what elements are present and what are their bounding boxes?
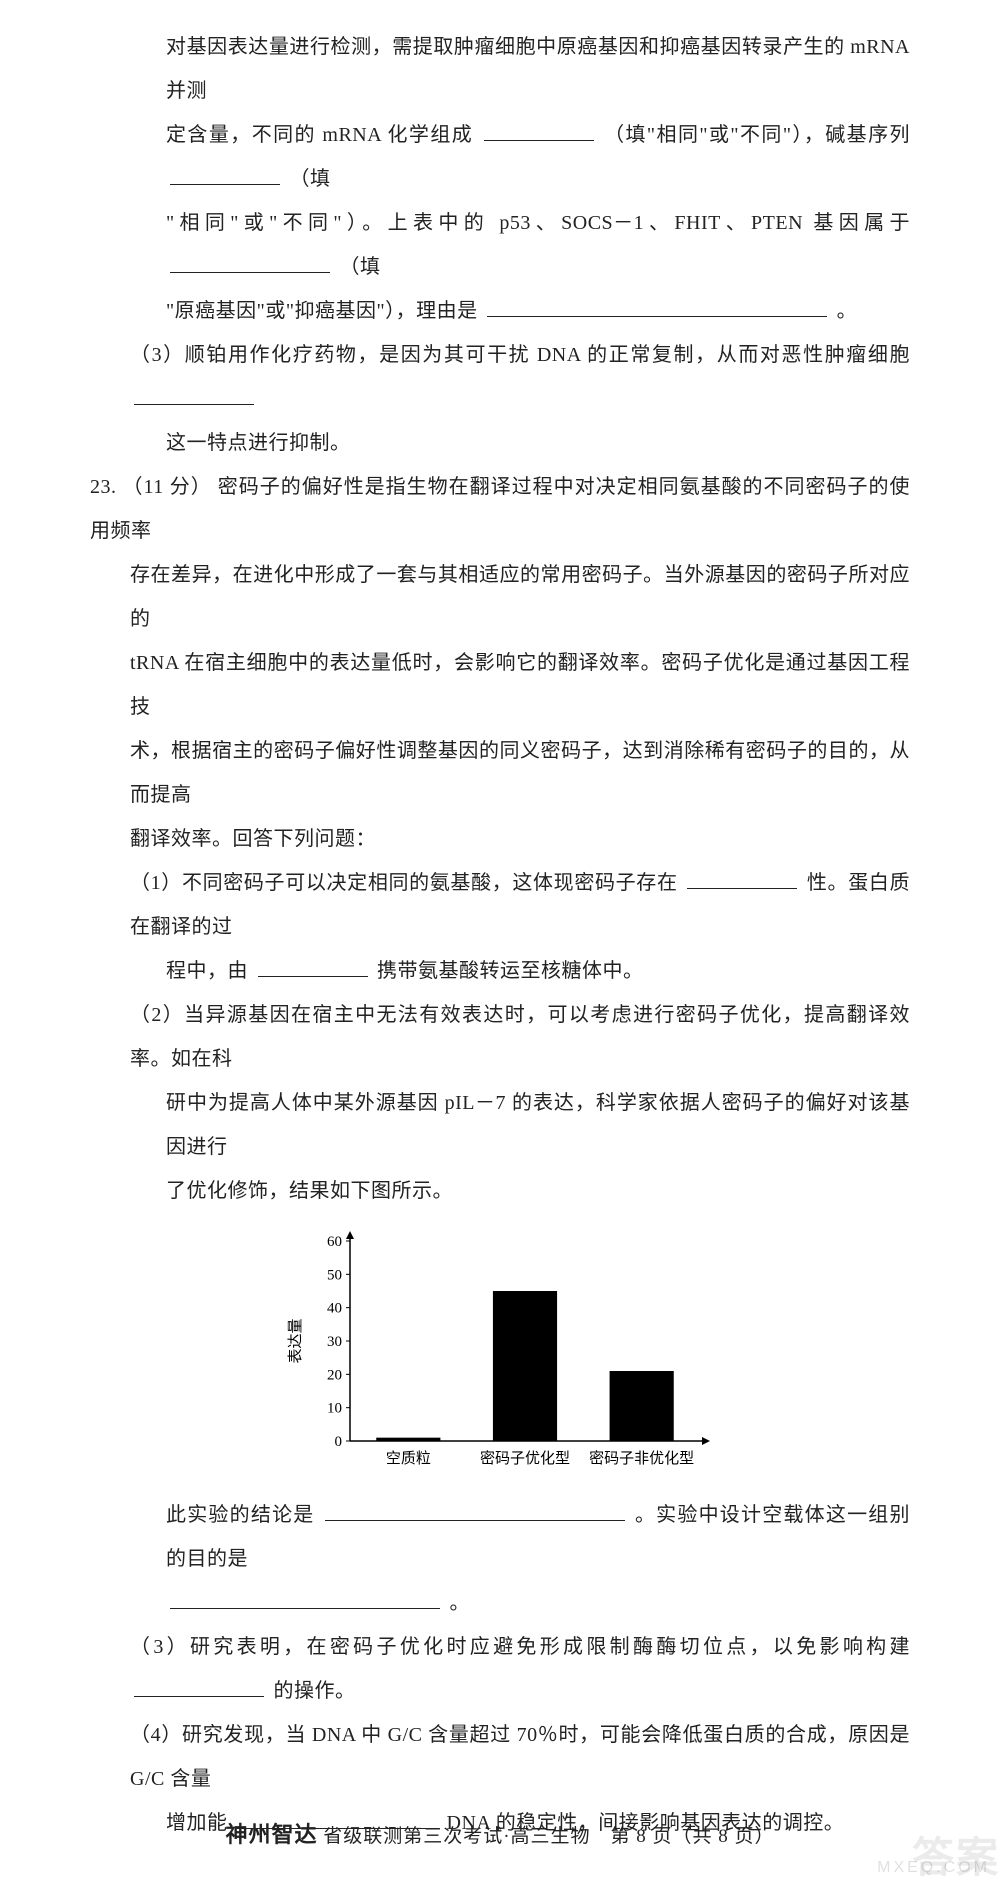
text: （填: [290, 168, 331, 190]
exam-page: 对基因表达量进行检测，需提取肿瘤细胞中原癌基因和抑癌基因转录产生的 mRNA 并…: [0, 0, 1000, 1885]
q22-cont-line2: 定含量，不同的 mRNA 化学组成 （填"相同"或"不同"），碱基序列 （填: [90, 113, 910, 201]
q23-part2-line1: （2）当异源基因在宿主中无法有效表达时，可以考虑进行密码子优化，提高翻译效率。如…: [90, 993, 910, 1081]
q23-part4-line1: （4）研究发现，当 DNA 中 G/C 含量超过 70％时，可能会降低蛋白质的合…: [90, 1713, 910, 1801]
text: 程中，由: [166, 960, 248, 982]
svg-text:密码子非优化型: 密码子非优化型: [589, 1450, 694, 1467]
text: 密码子的偏好性是指生物在翻译过程中对决定相同氨基酸的不同密码子的使用频率: [90, 476, 910, 542]
question-number: 23.: [90, 476, 117, 498]
text: 研中为提高人体中某外源基因 pIL－7 的表达，科学家依据人密码子的偏好对该基因…: [166, 1092, 910, 1158]
text: 。: [837, 300, 858, 322]
svg-text:60: 60: [327, 1234, 342, 1250]
footer-text: 省级联测第三次考试·高三生物 第 8 页（共 8 页）: [323, 1826, 774, 1847]
text: （1）不同密码子可以决定相同的氨基酸，这体现密码子存在: [130, 872, 678, 894]
watermark-small: MXEQ.COM: [877, 1859, 990, 1877]
text: 此实验的结论是: [166, 1504, 315, 1526]
svg-text:密码子优化型: 密码子优化型: [480, 1450, 570, 1467]
q23-part2-line3: 了优化修饰，结果如下图所示。: [90, 1169, 910, 1213]
text: 了优化修饰，结果如下图所示。: [166, 1180, 453, 1202]
text: "相同"或"不同"）。上表中的 p53、SOCS－1、FHIT、PTEN 基因属…: [166, 212, 910, 234]
svg-text:空质粒: 空质粒: [386, 1450, 431, 1467]
q23-part3: （3）研究表明，在密码子优化时应避免形成限制酶酶切位点，以免影响构建 的操作。: [90, 1625, 910, 1713]
text: 。: [450, 1592, 471, 1614]
q23-part2-purpose: 。: [90, 1581, 910, 1625]
blank: [170, 1588, 440, 1609]
q22-cont-line3: "相同"或"不同"）。上表中的 p53、SOCS－1、FHIT、PTEN 基因属…: [90, 201, 910, 289]
q23-part2-line2: 研中为提高人体中某外源基因 pIL－7 的表达，科学家依据人密码子的偏好对该基因…: [90, 1081, 910, 1169]
svg-text:50: 50: [327, 1267, 342, 1283]
blank: [687, 868, 797, 889]
svg-text:10: 10: [327, 1401, 342, 1417]
q23-part2-conclusion: 此实验的结论是 。实验中设计空载体这一组别的目的是: [90, 1493, 910, 1581]
text: 携带氨基酸转运至核糖体中。: [377, 960, 644, 982]
text: 术，根据宿主的密码子偏好性调整基因的同义密码子，达到消除稀有密码子的目的，从而提…: [130, 740, 910, 806]
text: 定含量，不同的 mRNA 化学组成: [166, 124, 473, 146]
q22-cont-line1: 对基因表达量进行检测，需提取肿瘤细胞中原癌基因和抑癌基因转录产生的 mRNA 并…: [90, 25, 910, 113]
svg-text:表达量: 表达量: [287, 1318, 304, 1363]
svg-text:40: 40: [327, 1301, 342, 1317]
blank: [134, 1676, 264, 1697]
text: 翻译效率。回答下列问题：: [130, 828, 376, 850]
brand: 神州智达: [225, 1822, 317, 1847]
blank: [134, 384, 254, 405]
q23-intro-line1: 23. （11 分） 密码子的偏好性是指生物在翻译过程中对决定相同氨基酸的不同密…: [90, 465, 910, 553]
blank: [258, 956, 368, 977]
q22-cont-line4: "原癌基因"或"抑癌基因"），理由是 。: [90, 289, 910, 333]
svg-text:20: 20: [327, 1367, 342, 1383]
text: （4）研究发现，当 DNA 中 G/C 含量超过 70％时，可能会降低蛋白质的合…: [130, 1724, 910, 1790]
blank: [170, 164, 280, 185]
svg-text:0: 0: [335, 1434, 343, 1450]
svg-text:30: 30: [327, 1334, 342, 1350]
q23-intro-line5: 翻译效率。回答下列问题：: [90, 817, 910, 861]
q23-intro-line3: tRNA 在宿主细胞中的表达量低时，会影响它的翻译效率。密码子优化是通过基因工程…: [90, 641, 910, 729]
blank: [170, 252, 330, 273]
blank: [487, 296, 827, 317]
text: （填"相同"或"不同"），碱基序列: [604, 124, 910, 146]
blank: [484, 120, 594, 141]
page-footer: 神州智达 省级联测第三次考试·高三生物 第 8 页（共 8 页）: [0, 1817, 1000, 1849]
q23-part1-line2: 程中，由 携带氨基酸转运至核糖体中。: [90, 949, 910, 993]
q22-part3-line1: （3）顺铂用作化疗药物，是因为其可干扰 DNA 的正常复制，从而对恶性肿瘤细胞: [90, 333, 910, 421]
chart-svg: 0 10 20 30 40 50 60 表达量空质粒 密码子优化型 密码子非优化型: [270, 1231, 730, 1481]
text: 的操作。: [274, 1680, 356, 1702]
expression-bar-chart: 0 10 20 30 40 50 60 表达量空质粒 密码子优化型 密码子非优化型: [90, 1231, 910, 1481]
text: tRNA 在宿主细胞中的表达量低时，会影响它的翻译效率。密码子优化是通过基因工程…: [130, 652, 910, 718]
text: （填: [340, 256, 381, 278]
q23-intro-line2: 存在差异，在进化中形成了一套与其相适应的常用密码子。当外源基因的密码子所对应的: [90, 553, 910, 641]
text: 对基因表达量进行检测，需提取肿瘤细胞中原癌基因和抑癌基因转录产生的 mRNA 并…: [166, 36, 910, 102]
text: "原癌基因"或"抑癌基因"），理由是: [166, 300, 478, 322]
text: （2）当异源基因在宿主中无法有效表达时，可以考虑进行密码子优化，提高翻译效率。如…: [130, 1004, 910, 1070]
q22-part3-line2: 这一特点进行抑制。: [90, 421, 910, 465]
blank: [325, 1500, 625, 1521]
q23-part1-line1: （1）不同密码子可以决定相同的氨基酸，这体现密码子存在 性。蛋白质在翻译的过: [90, 861, 910, 949]
q23-intro-line4: 术，根据宿主的密码子偏好性调整基因的同义密码子，达到消除稀有密码子的目的，从而提…: [90, 729, 910, 817]
text: 存在差异，在进化中形成了一套与其相适应的常用密码子。当外源基因的密码子所对应的: [130, 564, 910, 630]
score: （11 分）: [123, 476, 212, 498]
text: （3）研究表明，在密码子优化时应避免形成限制酶酶切位点，以免影响构建: [130, 1636, 910, 1658]
text: （3）顺铂用作化疗药物，是因为其可干扰 DNA 的正常复制，从而对恶性肿瘤细胞: [130, 344, 910, 366]
text: 这一特点进行抑制。: [166, 432, 351, 454]
